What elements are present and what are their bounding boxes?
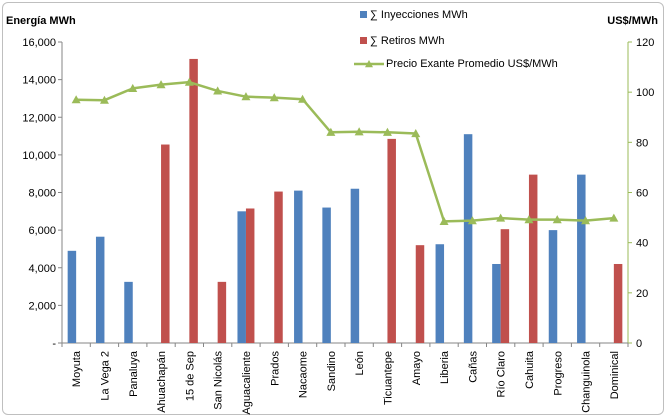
- price-marker: [496, 213, 506, 222]
- bar-retiros: [415, 245, 425, 343]
- category-label: Nacaome: [298, 351, 310, 398]
- category-label: Cañas: [467, 351, 479, 383]
- price-marker: [213, 86, 223, 95]
- price-marker: [609, 213, 619, 222]
- bar-retiros: [387, 138, 396, 343]
- price-marker: [467, 216, 477, 225]
- category-label: Moyuta: [71, 350, 83, 387]
- bar-inyecciones: [237, 211, 246, 343]
- right-tick-label: 100: [636, 87, 654, 99]
- bar-retiros: [528, 174, 538, 343]
- bar-retiros: [613, 263, 623, 343]
- left-tick-label: 10,000: [22, 150, 56, 162]
- bar-inyecciones: [463, 134, 473, 343]
- category-label: León: [354, 351, 366, 375]
- category-label: San Nicolás: [213, 351, 225, 410]
- category-label: Changuinola: [581, 350, 593, 413]
- legend-inyecciones-swatch: [360, 11, 367, 18]
- price-marker: [298, 94, 308, 103]
- left-tick-label: 4,000: [28, 263, 56, 275]
- bar-inyecciones: [95, 236, 105, 343]
- right-axis-title: US$/MWh: [607, 15, 658, 27]
- right-tick-label: 80: [636, 137, 648, 149]
- price-marker: [524, 215, 534, 224]
- bar-inyecciones: [548, 230, 558, 343]
- bar-inyecciones: [322, 207, 331, 343]
- left-tick-label: 14,000: [22, 75, 56, 87]
- left-tick-label: 6,000: [28, 225, 56, 237]
- bar-retiros: [245, 208, 255, 343]
- bar-retiros: [274, 191, 283, 343]
- price-marker: [156, 80, 166, 89]
- right-tick-label: 120: [636, 37, 654, 49]
- category-label: 15 de Sep: [184, 351, 196, 401]
- price-marker: [241, 92, 251, 101]
- price-marker: [128, 83, 138, 93]
- bar-retiros: [189, 58, 198, 344]
- price-marker: [269, 93, 279, 102]
- bar-inyecciones: [435, 244, 445, 343]
- price-marker: [411, 129, 421, 138]
- price-line: [76, 80, 614, 223]
- category-label: Ahuachapán: [156, 351, 168, 413]
- left-tick-label: 8,000: [28, 188, 56, 200]
- bar-inyecciones: [350, 188, 360, 343]
- price-marker: [71, 95, 81, 104]
- bar-retiros: [161, 144, 170, 343]
- category-label: Río Claro: [496, 351, 508, 397]
- bar-retiros: [500, 229, 510, 343]
- category-label: Dominical: [609, 351, 621, 399]
- legend-precio-label: Precio Exante Promedio US$/MWh: [386, 58, 558, 70]
- category-label: Progreso: [552, 351, 564, 396]
- axes: - 2,000 4,000 6,000 8,000 10,000 12,000 14,000 1…: [22, 37, 654, 415]
- right-tick-label: 20: [636, 288, 648, 300]
- price-marker: [581, 216, 591, 225]
- legend-retiros-swatch: [360, 37, 367, 44]
- left-tick-label: -: [52, 338, 56, 350]
- bars-group: [67, 58, 623, 344]
- legend: ∑ Inyecciones MWh ∑ Retiros MWh Precio Exa…: [354, 9, 558, 70]
- category-label: La Vega 2: [99, 351, 111, 401]
- legend-retiros-label: ∑ Retiros MWh: [370, 35, 444, 47]
- category-label: Ticuantepe: [382, 351, 394, 405]
- price-marker: [184, 77, 194, 86]
- left-tick-label: 16,000: [22, 37, 56, 49]
- legend-precio-swatch-marker: [365, 60, 373, 68]
- price-marker: [326, 127, 336, 136]
- category-label: Amayo: [411, 351, 423, 385]
- bar-inyecciones: [577, 174, 586, 343]
- category-label: Panaluya: [128, 350, 140, 397]
- right-tick-label: 0: [636, 338, 642, 350]
- price-line-group: [71, 77, 619, 225]
- price-marker: [99, 95, 109, 104]
- left-tick-label: 2,000: [28, 300, 56, 312]
- price-marker: [552, 215, 562, 224]
- left-axis-title: Energía MWh: [6, 15, 76, 27]
- bar-inyecciones: [124, 281, 133, 343]
- category-label: Aguacaliente: [241, 351, 253, 415]
- price-marker: [382, 127, 392, 136]
- legend-inyecciones-label: ∑ Inyecciones MWh: [370, 9, 468, 21]
- bar-retiros: [217, 281, 227, 343]
- category-label: Sandino: [326, 351, 338, 391]
- bar-inyecciones: [294, 190, 303, 343]
- right-tick-label: 40: [636, 238, 648, 250]
- price-marker: [354, 127, 364, 136]
- chart-frame: [2, 2, 664, 415]
- category-label: Cahuita: [524, 350, 536, 389]
- category-label: Prados: [269, 351, 281, 386]
- bar-inyecciones: [492, 263, 501, 343]
- category-label: Liberia: [439, 350, 451, 384]
- bar-inyecciones: [67, 250, 77, 343]
- price-marker: [439, 216, 449, 225]
- right-tick-label: 60: [636, 188, 648, 200]
- left-tick-label: 12,000: [22, 112, 56, 124]
